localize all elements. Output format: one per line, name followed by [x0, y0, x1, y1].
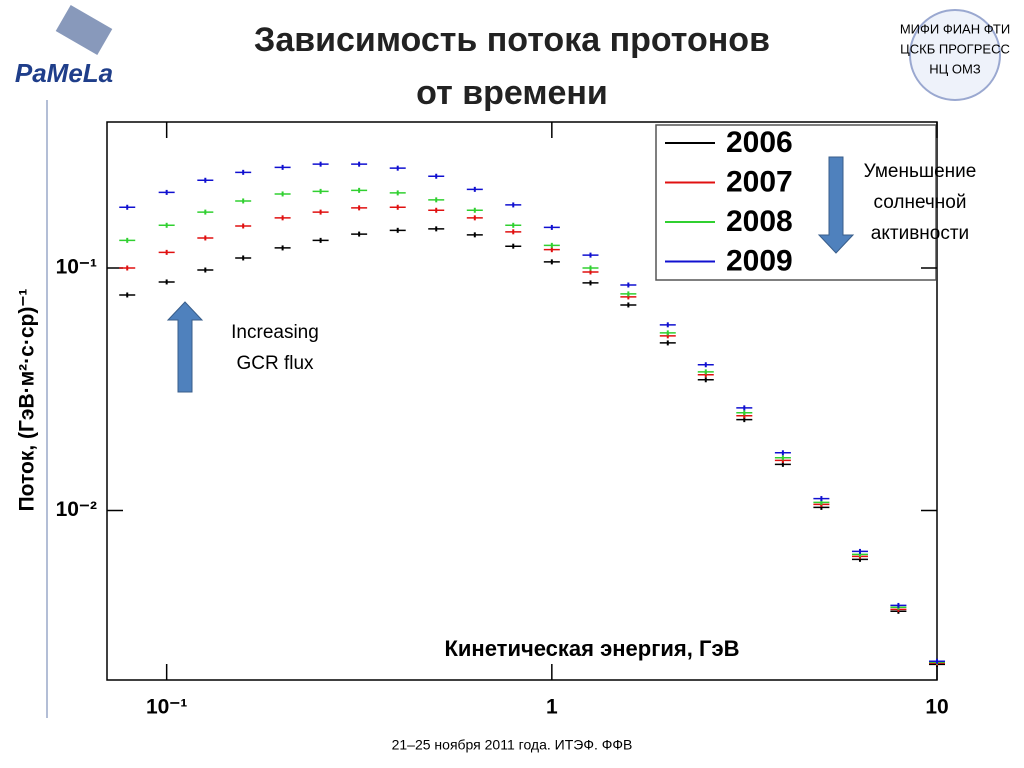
- series: [119, 187, 945, 665]
- logo-line: МИФИ ФИАН ФТИ: [900, 21, 1010, 36]
- annotation: Уменьшение: [864, 161, 977, 182]
- satellite-icon: [55, 5, 113, 55]
- legend-label: 2008: [726, 205, 793, 238]
- footer: 21–25 ноября 2011 года. ИТЭФ. ФФВ: [392, 737, 633, 753]
- logo-line: ЦСКБ ПРОГРЕСС: [900, 41, 1010, 56]
- right-logo: МИФИ ФИАН ФТИ ЦСКБ ПРОГРЕСС НЦ ОМЗ: [900, 9, 1010, 101]
- legend-label: 2006: [726, 126, 793, 159]
- x-axis-label: Кинетическая энергия, ГэВ: [444, 636, 739, 661]
- annotation: Increasing: [231, 322, 319, 343]
- logo-text: PaMeLa: [15, 58, 113, 88]
- title-line: от времени: [416, 74, 608, 112]
- legend-label: 2007: [726, 165, 793, 198]
- legend-box: [655, 124, 937, 281]
- series: [119, 204, 945, 666]
- x-tick-label: 1: [546, 696, 558, 719]
- up-arrow: [166, 301, 204, 393]
- annotation: активности: [871, 223, 969, 244]
- title-line: Зависимость потока протонов: [254, 21, 770, 59]
- y-tick-label: 10⁻²: [56, 498, 97, 521]
- y-tick-label: 10⁻¹: [56, 256, 97, 279]
- annotation: солнечной: [874, 192, 967, 213]
- annotation: GCR flux: [236, 353, 314, 374]
- series: [119, 161, 945, 664]
- legend-label: 2009: [726, 244, 793, 277]
- x-tick-label: 10⁻¹: [146, 696, 187, 719]
- y-axis-label: Поток, (ГэВ·м²·с·ср)⁻¹: [16, 289, 39, 512]
- logo-circle: [909, 9, 1001, 101]
- left-logo: PaMeLa: [15, 5, 113, 88]
- down-arrow: [817, 156, 855, 254]
- x-tick-label: 10: [925, 696, 948, 719]
- logo-line: НЦ ОМЗ: [929, 61, 981, 76]
- series: [119, 226, 945, 667]
